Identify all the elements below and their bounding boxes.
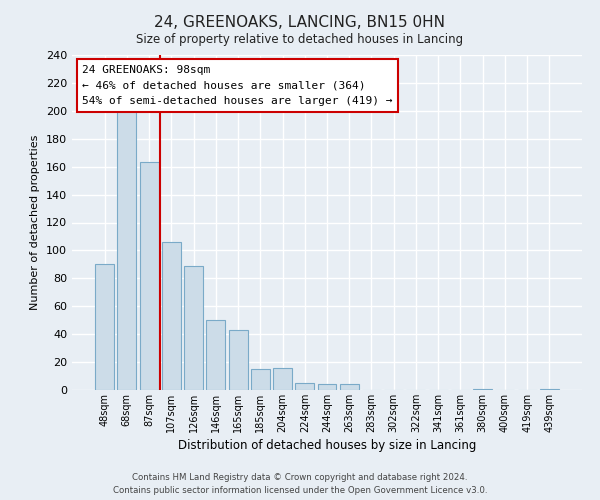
Bar — [295, 383, 314, 390]
Bar — [340, 384, 359, 390]
Bar — [162, 242, 181, 390]
Text: 24 GREENOAKS: 98sqm
← 46% of detached houses are smaller (364)
54% of semi-detac: 24 GREENOAKS: 98sqm ← 46% of detached ho… — [82, 65, 392, 106]
Bar — [317, 384, 337, 390]
Bar — [229, 330, 248, 390]
Bar — [140, 162, 158, 390]
Bar — [184, 266, 203, 390]
X-axis label: Distribution of detached houses by size in Lancing: Distribution of detached houses by size … — [178, 439, 476, 452]
Bar — [251, 369, 270, 390]
Bar — [95, 264, 114, 390]
Bar — [206, 320, 225, 390]
Bar — [473, 388, 492, 390]
Text: Contains HM Land Registry data © Crown copyright and database right 2024.
Contai: Contains HM Land Registry data © Crown c… — [113, 474, 487, 495]
Y-axis label: Number of detached properties: Number of detached properties — [31, 135, 40, 310]
Bar — [118, 111, 136, 390]
Text: Size of property relative to detached houses in Lancing: Size of property relative to detached ho… — [136, 32, 464, 46]
Bar — [540, 388, 559, 390]
Text: 24, GREENOAKS, LANCING, BN15 0HN: 24, GREENOAKS, LANCING, BN15 0HN — [155, 15, 445, 30]
Bar — [273, 368, 292, 390]
